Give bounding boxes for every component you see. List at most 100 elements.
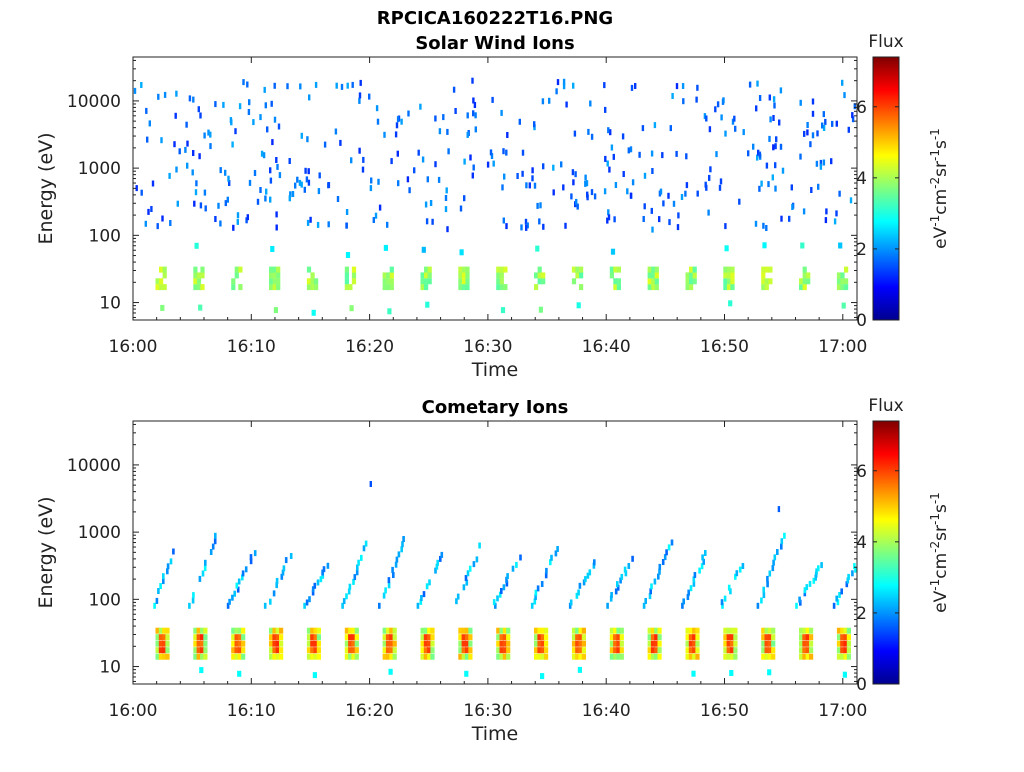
data-cell	[502, 647, 507, 654]
data-cell	[840, 284, 845, 291]
data-cell	[568, 602, 572, 609]
data-cell	[361, 166, 365, 173]
data-cell	[417, 149, 420, 156]
data-cell	[506, 634, 511, 641]
data-cell	[536, 202, 539, 209]
data-cell	[499, 653, 504, 660]
data-cell	[465, 647, 470, 654]
data-cell	[692, 640, 697, 647]
data-cell	[579, 284, 584, 291]
data-cell	[654, 278, 659, 285]
data-cell	[423, 647, 428, 654]
data-cell	[387, 308, 392, 315]
data-cell	[389, 653, 394, 660]
data-cell	[340, 83, 344, 90]
data-cell	[169, 220, 172, 226]
colorbar-tick-label: 0	[856, 675, 867, 695]
data-cell	[578, 640, 583, 647]
y-tick-label: 10000	[67, 456, 121, 476]
data-cell	[344, 640, 349, 647]
data-cell	[552, 189, 555, 196]
data-cell	[344, 278, 349, 285]
data-cell	[685, 278, 690, 285]
data-cell	[185, 121, 188, 128]
data-cell	[461, 627, 466, 634]
data-cell	[158, 647, 163, 654]
data-cell	[348, 284, 353, 291]
data-cell	[316, 634, 321, 641]
data-cell	[613, 627, 618, 634]
data-cell	[364, 540, 368, 547]
data-cell	[491, 96, 494, 103]
data-cell	[761, 640, 766, 647]
data-cell	[772, 144, 775, 151]
data-cell	[499, 284, 504, 291]
data-cell	[687, 589, 690, 596]
data-cell	[318, 172, 321, 179]
data-cell	[822, 111, 825, 118]
data-cell	[651, 168, 654, 174]
data-cell	[540, 627, 545, 634]
data-cell	[200, 272, 205, 279]
data-cell	[720, 599, 724, 606]
data-cell	[300, 132, 303, 139]
x-tick-label: 16:00	[109, 337, 158, 357]
data-cell	[815, 568, 818, 575]
data-cell	[269, 272, 274, 279]
data-cell	[647, 640, 652, 647]
data-cell	[624, 570, 628, 577]
data-cell	[458, 640, 463, 647]
data-cell	[344, 653, 349, 660]
data-cell	[388, 668, 393, 675]
data-cell	[438, 128, 442, 135]
data-cell	[162, 578, 165, 585]
data-cell	[145, 107, 148, 114]
data-cell	[357, 559, 360, 566]
data-cell	[316, 627, 321, 634]
data-cell	[729, 627, 735, 634]
data-cell	[670, 539, 674, 546]
data-cell	[346, 82, 349, 89]
data-cell	[506, 573, 509, 580]
data-cell	[196, 278, 202, 285]
data-cell	[313, 640, 318, 647]
data-cell	[853, 103, 856, 110]
data-cell	[282, 565, 286, 572]
data-cell	[805, 640, 810, 647]
data-cell	[676, 224, 680, 231]
data-cell	[234, 272, 239, 279]
data-cell	[499, 634, 504, 641]
data-cell	[772, 115, 775, 121]
data-cell	[671, 93, 674, 99]
data-cell	[420, 284, 425, 291]
data-cell	[465, 272, 470, 279]
data-cell	[275, 627, 280, 634]
data-cell	[496, 284, 501, 291]
data-cell	[590, 189, 594, 196]
data-cell	[653, 122, 657, 129]
data-cell	[695, 627, 700, 634]
data-cell	[846, 653, 851, 660]
data-cell	[811, 110, 815, 117]
data-cell	[203, 647, 208, 654]
data-cell	[496, 640, 501, 647]
data-cell	[733, 627, 738, 634]
data-cell	[234, 627, 239, 634]
data-cell	[420, 627, 425, 634]
data-cell	[503, 266, 508, 273]
data-cell	[500, 307, 506, 314]
data-cell	[726, 634, 731, 641]
data-cell	[733, 653, 738, 660]
data-cell	[155, 627, 160, 634]
data-cell	[572, 82, 575, 89]
data-cell	[159, 284, 164, 291]
data-cell	[168, 172, 171, 179]
data-cell	[188, 95, 192, 102]
data-cell	[682, 98, 685, 105]
colorbar-units-part: sr	[931, 161, 951, 177]
data-cell	[688, 634, 693, 641]
data-cell	[160, 137, 163, 144]
x-axis-label: Time	[471, 723, 519, 745]
data-cell	[614, 588, 618, 595]
data-cell	[237, 653, 242, 660]
